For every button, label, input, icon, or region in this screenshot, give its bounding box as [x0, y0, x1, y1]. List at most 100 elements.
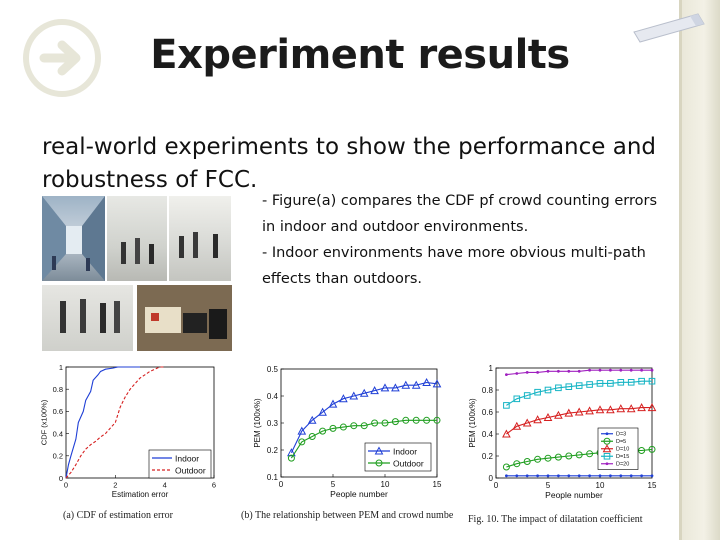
- legend-entry: D=3: [616, 432, 626, 438]
- data-point: [588, 368, 591, 372]
- y-tick-label: 0.4: [267, 392, 279, 401]
- y-tick-label: 0: [489, 474, 494, 483]
- chart-caption: (a) CDF of estimation error: [63, 510, 174, 521]
- legend-entry: D=20: [616, 462, 629, 468]
- legend-frame: [148, 449, 212, 479]
- data-point: [391, 383, 400, 392]
- data-point: [554, 410, 563, 419]
- data-point: [375, 459, 383, 467]
- data-point: [402, 416, 410, 424]
- data-point: [329, 424, 337, 432]
- x-tick-label: 5: [546, 481, 551, 490]
- y-tick-label: 0.3: [267, 419, 279, 428]
- data-point: [554, 453, 562, 461]
- data-point: [585, 406, 594, 415]
- data-point: [536, 474, 539, 478]
- y-axis-label: PEM (100x%): [468, 398, 477, 448]
- data-point: [502, 429, 511, 438]
- data-point: [412, 416, 420, 424]
- data-point: [422, 377, 431, 386]
- data-point: [543, 412, 553, 421]
- photo-hall: [107, 196, 167, 281]
- y-axis-label: PEM (100x%): [253, 398, 262, 448]
- data-point: [650, 368, 654, 372]
- data-point: [647, 403, 657, 412]
- chart-legend: Indoor Outdoor: [364, 442, 432, 472]
- data-point: [512, 421, 522, 430]
- x-tick-label: 15: [648, 481, 657, 490]
- data-point: [575, 451, 583, 459]
- data-point: [515, 474, 519, 478]
- data-point: [513, 460, 521, 468]
- data-point: [546, 369, 550, 373]
- legend-entry: D=15: [616, 454, 629, 460]
- data-point: [602, 444, 612, 453]
- y-tick-label: 0: [59, 474, 63, 483]
- series-line: [290, 381, 438, 453]
- y-tick-label: 0.1: [267, 473, 279, 482]
- side-stripe-line: [679, 0, 682, 540]
- bullet-line: - Indoor environments have more obvious …: [262, 245, 646, 261]
- legend-entry: Outdoor: [393, 458, 424, 468]
- x-tick-label: 15: [433, 480, 442, 489]
- bullet-line: - Figure(a) compares the CDF pf crowd co…: [262, 193, 658, 209]
- plot-frame: [495, 367, 653, 479]
- data-point: [598, 368, 602, 372]
- data-point: [513, 395, 521, 403]
- legend-frame: [364, 442, 432, 472]
- data-point: [533, 415, 542, 424]
- data-point: [534, 388, 541, 396]
- legend-entry: D=5: [616, 439, 626, 445]
- x-tick-label: 0: [64, 481, 68, 490]
- x-tick-label: 5: [331, 480, 336, 489]
- data-point: [609, 368, 612, 372]
- y-tick-label: 0.6: [482, 408, 494, 417]
- data-point: [287, 448, 296, 457]
- chart-caption: (b) The relationship between PEM and cro…: [241, 510, 453, 521]
- data-point: [522, 418, 532, 427]
- y-tick-label: 0.8: [482, 386, 494, 395]
- y-tick-label: 0.2: [267, 446, 279, 455]
- data-point: [619, 368, 623, 372]
- data-point: [577, 474, 581, 478]
- data-point: [606, 405, 615, 414]
- data-point: [287, 454, 295, 462]
- legend-entry: D=10: [616, 447, 629, 453]
- data-point: [374, 446, 384, 455]
- data-point: [627, 379, 635, 386]
- data-point: [318, 407, 327, 416]
- data-point: [307, 415, 317, 424]
- data-point: [577, 369, 581, 373]
- chart-caption: Fig. 10. The impact of dilatation coeffi…: [468, 514, 643, 525]
- data-point: [339, 423, 347, 431]
- data-point: [381, 419, 389, 427]
- bullet-line: in indoor and outdoor environments.: [262, 219, 529, 235]
- data-point: [638, 447, 646, 454]
- x-tick-label: 4: [163, 481, 167, 490]
- data-point: [534, 455, 542, 463]
- data-point: [525, 371, 529, 374]
- data-point: [605, 462, 609, 466]
- data-point: [525, 474, 529, 478]
- data-point: [640, 368, 643, 372]
- data-point: [411, 380, 421, 389]
- x-tick-label: 10: [381, 480, 390, 489]
- data-point: [503, 402, 510, 409]
- hardware-drawing: [145, 307, 227, 339]
- y-tick-label: 0.4: [53, 429, 63, 438]
- bullet-line: effects than outdoors.: [262, 271, 423, 287]
- data-point: [616, 404, 626, 413]
- data-point: [629, 474, 633, 478]
- data-point: [557, 474, 560, 478]
- y-tick-label: 1: [489, 364, 494, 373]
- data-point: [308, 433, 316, 440]
- data-point: [328, 399, 338, 408]
- hall-drawing: [121, 238, 154, 264]
- legend-entry: Outdoor: [175, 465, 206, 475]
- data-point: [359, 388, 369, 397]
- y-tick-label: 0.2: [53, 452, 63, 461]
- data-point: [574, 407, 584, 416]
- data-point: [648, 377, 656, 385]
- data-point: [502, 463, 510, 471]
- data-point: [650, 474, 654, 478]
